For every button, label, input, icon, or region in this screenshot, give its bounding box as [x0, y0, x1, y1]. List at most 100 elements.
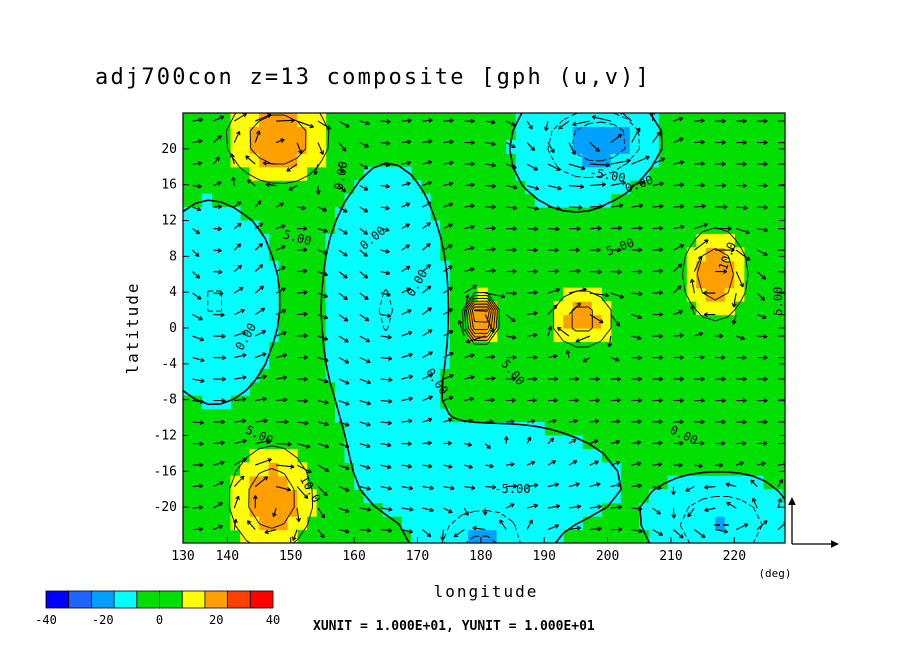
field-cell: [658, 489, 669, 504]
wind-vector-head: [731, 303, 737, 308]
wind-vector-shaft: [401, 202, 411, 208]
wind-vector-head: [489, 419, 494, 425]
field-cell: [259, 113, 270, 128]
wind-vector-shaft: [401, 161, 411, 165]
field-cell: [420, 475, 431, 490]
field-cell: [192, 354, 203, 369]
field-cell: [667, 516, 678, 531]
wind-vector-shaft: [566, 349, 570, 358]
wind-vector: [192, 161, 203, 166]
field-cell: [240, 368, 251, 383]
wind-vector-shaft: [338, 314, 349, 322]
wind-vector-shaft: [673, 117, 683, 122]
wind-vector-shaft: [359, 163, 369, 170]
wind-vector-shaft: [359, 421, 371, 426]
field-cell: [477, 287, 488, 302]
wind-vector-head: [511, 143, 516, 149]
wind-vector-shaft: [401, 464, 412, 468]
wind-vector: [401, 223, 410, 230]
field-cell: [458, 529, 469, 543]
wind-vector-shaft: [192, 421, 204, 424]
colorbar-swatch: [181, 590, 206, 609]
wind-vector-head: [464, 294, 470, 299]
wind-vector: [401, 352, 413, 359]
wind-vector-shaft: [359, 486, 371, 490]
wind-vector: [234, 331, 246, 337]
field-cell: [553, 314, 564, 329]
wind-vector: [589, 504, 602, 510]
wind-vector-shaft: [610, 461, 620, 466]
field-cell: [468, 435, 479, 450]
wind-vector-shaft: [441, 529, 444, 541]
wind-vector: [338, 271, 348, 279]
wind-vector-shaft: [547, 304, 558, 315]
wind-vector: [778, 333, 785, 339]
wind-vector-shaft: [276, 464, 295, 468]
wind-vector-head: [198, 505, 203, 510]
wind-vector-shaft: [422, 285, 432, 294]
wind-vector-head: [743, 523, 749, 528]
wind-vector-head: [407, 118, 412, 124]
wind-vector-shaft: [464, 204, 475, 208]
field-cell: [287, 448, 298, 463]
field-cell: [249, 113, 260, 128]
wind-vector-shaft: [338, 464, 350, 470]
wind-vector-head: [531, 418, 536, 424]
wind-vector: [317, 357, 329, 363]
wind-vector-head: [366, 379, 371, 385]
wind-vector: [547, 185, 562, 191]
wind-vector-head: [246, 179, 252, 184]
wind-vector: [589, 439, 599, 445]
field-cell: [544, 516, 555, 531]
wind-vector: [757, 140, 768, 145]
wind-vector-head: [703, 312, 708, 317]
field-cell: [354, 448, 365, 463]
field-cell: [392, 354, 403, 369]
field-cell: [344, 220, 355, 235]
wind-vector: [246, 179, 256, 187]
wind-vector-head: [363, 186, 369, 191]
field-cell: [411, 328, 422, 343]
field-cell: [259, 328, 270, 343]
field-cell: [278, 462, 289, 477]
wind-vector: [422, 222, 431, 230]
field-cell: [677, 475, 688, 490]
wind-vector-head: [702, 290, 708, 296]
wind-vector: [777, 291, 785, 296]
field-cell: [240, 220, 251, 235]
field-cell: [363, 328, 374, 343]
field-cell: [553, 126, 564, 141]
wind-vector: [505, 120, 516, 127]
field-cell: [411, 475, 422, 490]
wind-vector-shaft: [317, 357, 329, 362]
wind-vector-shaft: [694, 332, 703, 337]
wind-vector-shaft: [338, 378, 350, 385]
wind-vector: [715, 462, 724, 468]
wind-vector-shaft: [314, 163, 319, 175]
field-cell: [525, 153, 536, 168]
field-cell: [572, 435, 583, 450]
field-cell: [183, 381, 194, 396]
y-tick-label: -4: [161, 357, 177, 372]
field-cell: [572, 166, 583, 181]
wind-vector-shaft: [558, 120, 570, 130]
field-cell: [582, 193, 593, 208]
field-cell: [715, 529, 726, 543]
wind-vector-head: [323, 336, 329, 341]
wind-vector-head: [217, 248, 222, 253]
field-cell: [468, 475, 479, 490]
field-cell: [230, 260, 241, 275]
field-cell: [278, 448, 289, 463]
wind-vector: [631, 291, 643, 297]
wind-vector-head: [700, 398, 705, 403]
field-cell: [705, 274, 716, 289]
wind-vector: [233, 243, 242, 251]
wind-vector-shaft: [338, 529, 350, 533]
wind-vector-head: [305, 443, 311, 449]
wind-vector-head: [449, 352, 454, 357]
wind-vector-shaft: [213, 249, 222, 252]
field-cell: [297, 153, 308, 168]
wind-vector: [317, 399, 329, 405]
field-cell: [411, 287, 422, 302]
field-cell: [382, 475, 393, 490]
